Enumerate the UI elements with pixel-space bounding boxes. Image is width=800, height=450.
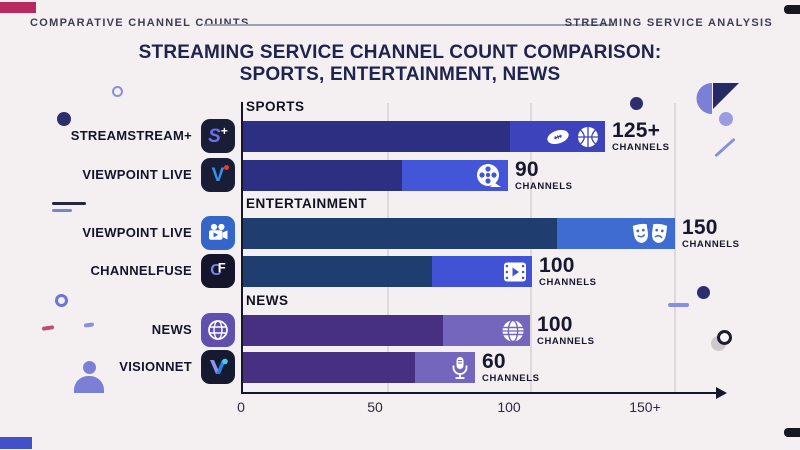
microphone-icon bbox=[452, 356, 468, 379]
video-camera-icon bbox=[201, 216, 235, 250]
row-label-viewpoint-entertainment: VIEWPOINT LIVE bbox=[82, 225, 192, 240]
section-label-sports: SPORTS bbox=[246, 99, 305, 114]
row-label-news: NEWS bbox=[151, 322, 192, 337]
value-number: 100 bbox=[539, 254, 575, 277]
logo-letter: V bbox=[211, 164, 225, 186]
x-axis-arrow-icon bbox=[716, 387, 727, 399]
value-unit: CHANNELS bbox=[539, 277, 597, 288]
deco-dash-dark-left bbox=[52, 202, 86, 205]
value-channelfuse: 100 CHANNELS bbox=[539, 255, 597, 288]
corner-accent-blue bbox=[0, 437, 32, 449]
bar-segment-dark bbox=[243, 352, 415, 383]
bar-visionnet bbox=[243, 352, 475, 383]
value-unit: CHANNELS bbox=[482, 373, 540, 384]
bar-segment-dark bbox=[243, 121, 510, 152]
visionnet-logo-icon bbox=[201, 350, 235, 384]
value-viewpoint-sports: 90 CHANNELS bbox=[515, 159, 573, 192]
channelfuse-logo-icon: C F bbox=[201, 254, 235, 288]
row-label-visionnet: VISIONNET bbox=[119, 359, 192, 374]
logo-letter: S bbox=[208, 125, 221, 147]
corner-accent-dark-top bbox=[784, 5, 800, 14]
value-unit: CHANNELS bbox=[682, 239, 740, 250]
value-number: 90 bbox=[515, 158, 539, 181]
deco-dash-blue-left bbox=[52, 209, 72, 212]
film-play-icon bbox=[504, 262, 526, 281]
x-axis-line bbox=[241, 392, 718, 394]
gridline-150 bbox=[674, 103, 676, 392]
value-unit: CHANNELS bbox=[515, 181, 573, 192]
x-tick-0: 0 bbox=[237, 399, 245, 415]
x-tick-150: 150+ bbox=[629, 399, 661, 415]
bar-viewpoint-sports bbox=[243, 160, 508, 191]
value-visionnet: 60 CHANNELS bbox=[482, 351, 540, 384]
value-news: 100 CHANNELS bbox=[537, 314, 595, 347]
section-label-news: NEWS bbox=[246, 293, 289, 308]
title-line-2: SPORTS, ENTERTAINMENT, NEWS bbox=[239, 64, 561, 85]
x-tick-50: 50 bbox=[367, 399, 383, 415]
value-unit: CHANNELS bbox=[537, 336, 595, 347]
logo-letter-c: C bbox=[210, 262, 222, 279]
football-icon bbox=[547, 129, 569, 144]
globe-icon bbox=[502, 319, 524, 342]
row-label-viewpoint-sports: VIEWPOINT LIVE bbox=[82, 167, 192, 182]
value-number: 125+ bbox=[612, 119, 661, 142]
bar-streamstream-sports bbox=[243, 121, 605, 152]
news-globe-logo-icon bbox=[201, 313, 235, 347]
deco-dot-navy-right bbox=[697, 286, 710, 299]
title-line-1: STREAMING SERVICE CHANNEL COUNT COMPARIS… bbox=[138, 42, 662, 63]
logo-red-dot bbox=[224, 165, 229, 170]
section-label-entertainment: ENTERTAINMENT bbox=[246, 196, 367, 211]
pie-shape-icon bbox=[696, 83, 739, 114]
deco-dash-periwinkle-right bbox=[668, 303, 689, 307]
theater-masks-icon bbox=[632, 223, 668, 243]
x-tick-100: 100 bbox=[497, 399, 521, 415]
value-viewpoint-entertainment: 150 CHANNELS bbox=[682, 217, 740, 250]
bar-channelfuse bbox=[243, 256, 532, 287]
row-label-streamstream: STREAMSTREAM+ bbox=[70, 128, 192, 143]
corner-accent-dark-bottom bbox=[784, 428, 800, 437]
header-divider bbox=[204, 24, 612, 26]
header-right-label: STREAMING SERVICE ANALYSIS bbox=[564, 17, 773, 29]
bar-segment-light bbox=[415, 352, 475, 383]
deco-ring-mid-left bbox=[55, 294, 68, 307]
bar-viewpoint-entertainment bbox=[243, 218, 675, 249]
header-left-label: COMPARATIVE CHANNEL COUNTS bbox=[30, 17, 250, 29]
bar-segment-dark bbox=[243, 256, 432, 287]
value-unit: CHANNELS bbox=[612, 142, 670, 153]
deco-dot-periwinkle-right bbox=[719, 112, 733, 126]
y-axis-line bbox=[241, 102, 243, 394]
bar-news bbox=[243, 315, 530, 346]
deco-ring-top-left bbox=[112, 86, 123, 97]
value-number: 100 bbox=[537, 313, 573, 336]
bar-segment-dark bbox=[243, 218, 557, 249]
deco-dot-navy-left bbox=[57, 112, 71, 126]
logo-plus: + bbox=[220, 124, 228, 138]
deco-diagonal-line bbox=[714, 137, 736, 158]
corner-accent-magenta bbox=[0, 2, 36, 13]
deco-dot-navy-top bbox=[630, 97, 643, 110]
page-title: STREAMING SERVICE CHANNEL COUNT COMPARIS… bbox=[0, 42, 800, 86]
viewpoint-logo-icon: V bbox=[201, 158, 235, 192]
logo-letter-f: F bbox=[217, 260, 226, 275]
value-number: 150 bbox=[682, 216, 718, 239]
film-reel-icon bbox=[477, 163, 501, 187]
bar-segment-dark bbox=[243, 315, 443, 346]
streamstream-logo-icon: S + bbox=[201, 119, 235, 153]
row-label-channelfuse: CHANNELFUSE bbox=[90, 263, 192, 278]
value-streamstream: 125+ CHANNELS bbox=[612, 120, 670, 153]
value-number: 60 bbox=[482, 350, 506, 373]
basketball-icon bbox=[578, 126, 598, 147]
bar-segment-dark bbox=[243, 160, 402, 191]
